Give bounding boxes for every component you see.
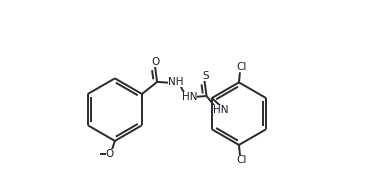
Text: O: O (106, 149, 114, 159)
Text: HN: HN (213, 105, 228, 115)
Text: O: O (151, 57, 159, 67)
Text: Cl: Cl (237, 155, 247, 165)
Text: S: S (202, 71, 209, 81)
Text: HN: HN (182, 92, 197, 102)
Text: NH: NH (167, 77, 183, 87)
Text: Cl: Cl (237, 62, 247, 72)
